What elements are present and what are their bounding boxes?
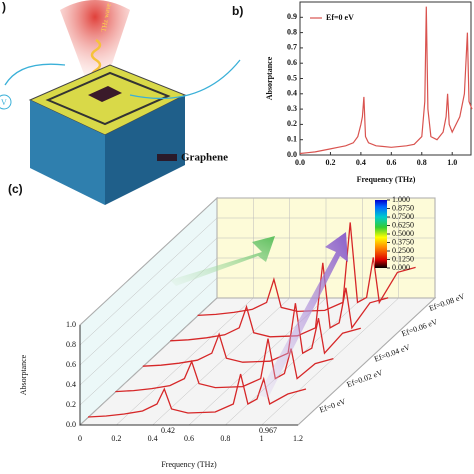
y-tick-label: 0.8 bbox=[66, 340, 76, 349]
y-tick-label: 0.4 bbox=[287, 89, 297, 98]
y-axis-label: Absorptance bbox=[265, 56, 274, 100]
panel-label: b) bbox=[232, 4, 243, 18]
source bbox=[0, 94, 12, 110]
y-tick-label: 0.3 bbox=[287, 104, 297, 113]
series-line bbox=[142, 303, 361, 367]
legend-label: Ef=0 eV bbox=[326, 13, 354, 22]
colorbar-tick-label: 0.7500 bbox=[392, 212, 414, 221]
y-tick-label: 0.4 bbox=[66, 380, 76, 389]
y-tick-label: 0.6 bbox=[66, 360, 76, 369]
side-face bbox=[30, 100, 105, 205]
arrow bbox=[258, 232, 348, 398]
colorbar bbox=[375, 200, 387, 268]
y-tick-label: 0.0 bbox=[287, 150, 297, 159]
wave-beam bbox=[60, 0, 130, 85]
x-tick-label: 1 bbox=[260, 434, 264, 443]
y-tick-label: 0.9 bbox=[287, 12, 297, 21]
grid-line bbox=[79, 198, 218, 426]
legend-swatch bbox=[157, 154, 177, 161]
panel-label: (c) bbox=[8, 182, 23, 196]
x-tick-label: 0.2 bbox=[325, 158, 335, 167]
series-line bbox=[115, 338, 334, 393]
x-tick-label: 0.6 bbox=[386, 158, 396, 167]
x-tick-label: 0.4 bbox=[148, 434, 158, 443]
y-tick-label: 0.7 bbox=[287, 43, 297, 52]
ring bbox=[45, 71, 171, 126]
x-tick-label: 0.8 bbox=[417, 158, 427, 167]
arrow bbox=[170, 236, 275, 286]
x-tick-label: 0.0 bbox=[295, 158, 305, 167]
colorbar-tick-label: 0.3750 bbox=[392, 237, 414, 246]
x-tick-label: 0.4 bbox=[356, 158, 366, 167]
annotation: 0.42 bbox=[161, 426, 175, 435]
y-tick-label: 0.6 bbox=[287, 58, 297, 67]
y-tick-label: 0.8 bbox=[287, 27, 297, 36]
colorbar-tick-label: 0.8750 bbox=[392, 203, 414, 212]
grid-line bbox=[188, 198, 327, 426]
series-line bbox=[299, 6, 473, 155]
annotation: 0.967 bbox=[259, 426, 277, 435]
x-tick-label: 1.0 bbox=[447, 158, 457, 167]
source-label: V bbox=[1, 98, 7, 107]
plot-frame bbox=[299, 1, 472, 156]
x-tick-label: 1.2 bbox=[293, 434, 303, 443]
y-tick-label: 0.0 bbox=[66, 420, 76, 429]
x-tick-label: 0.2 bbox=[111, 434, 121, 443]
colorbar-tick-label: 0.2500 bbox=[392, 246, 414, 255]
y-tick-label: 0.2 bbox=[287, 119, 297, 128]
panel-label: ) bbox=[2, 0, 6, 14]
colorbar-tick-label: 0.1250 bbox=[392, 254, 414, 263]
grid-line bbox=[261, 198, 399, 426]
x-axis-label: Frequency (THz) bbox=[161, 460, 217, 469]
side-face bbox=[105, 95, 185, 205]
x-tick-label: 0.6 bbox=[184, 434, 194, 443]
y-tick-label: 0.1 bbox=[287, 135, 297, 144]
series-line bbox=[197, 222, 416, 317]
wire bbox=[4, 59, 241, 100]
grid-line bbox=[116, 198, 254, 426]
panel-a: ) THz wave V Graphene bbox=[0, 0, 241, 205]
graphene bbox=[88, 86, 122, 102]
colorbar-tick-label: 0.5000 bbox=[392, 229, 414, 238]
colorbar-tick-label: 0.000 bbox=[392, 263, 410, 272]
legend-label: Graphene bbox=[181, 152, 228, 164]
y-tick-label: 1.0 bbox=[66, 320, 76, 329]
y-tick-label: 0.2 bbox=[66, 400, 76, 409]
y-axis-label: Absorptance bbox=[19, 354, 28, 395]
x-tick-label: 0 bbox=[78, 434, 82, 443]
x-tick-label: 0.8 bbox=[220, 434, 230, 443]
colorbar-tick-label: 0.6250 bbox=[392, 220, 414, 229]
colorbar-tick-label: 1.000 bbox=[392, 195, 410, 204]
x-axis-label: Frequency (THz) bbox=[357, 175, 416, 184]
y-tick-label: 0.5 bbox=[287, 73, 297, 82]
grid-line bbox=[297, 198, 436, 426]
